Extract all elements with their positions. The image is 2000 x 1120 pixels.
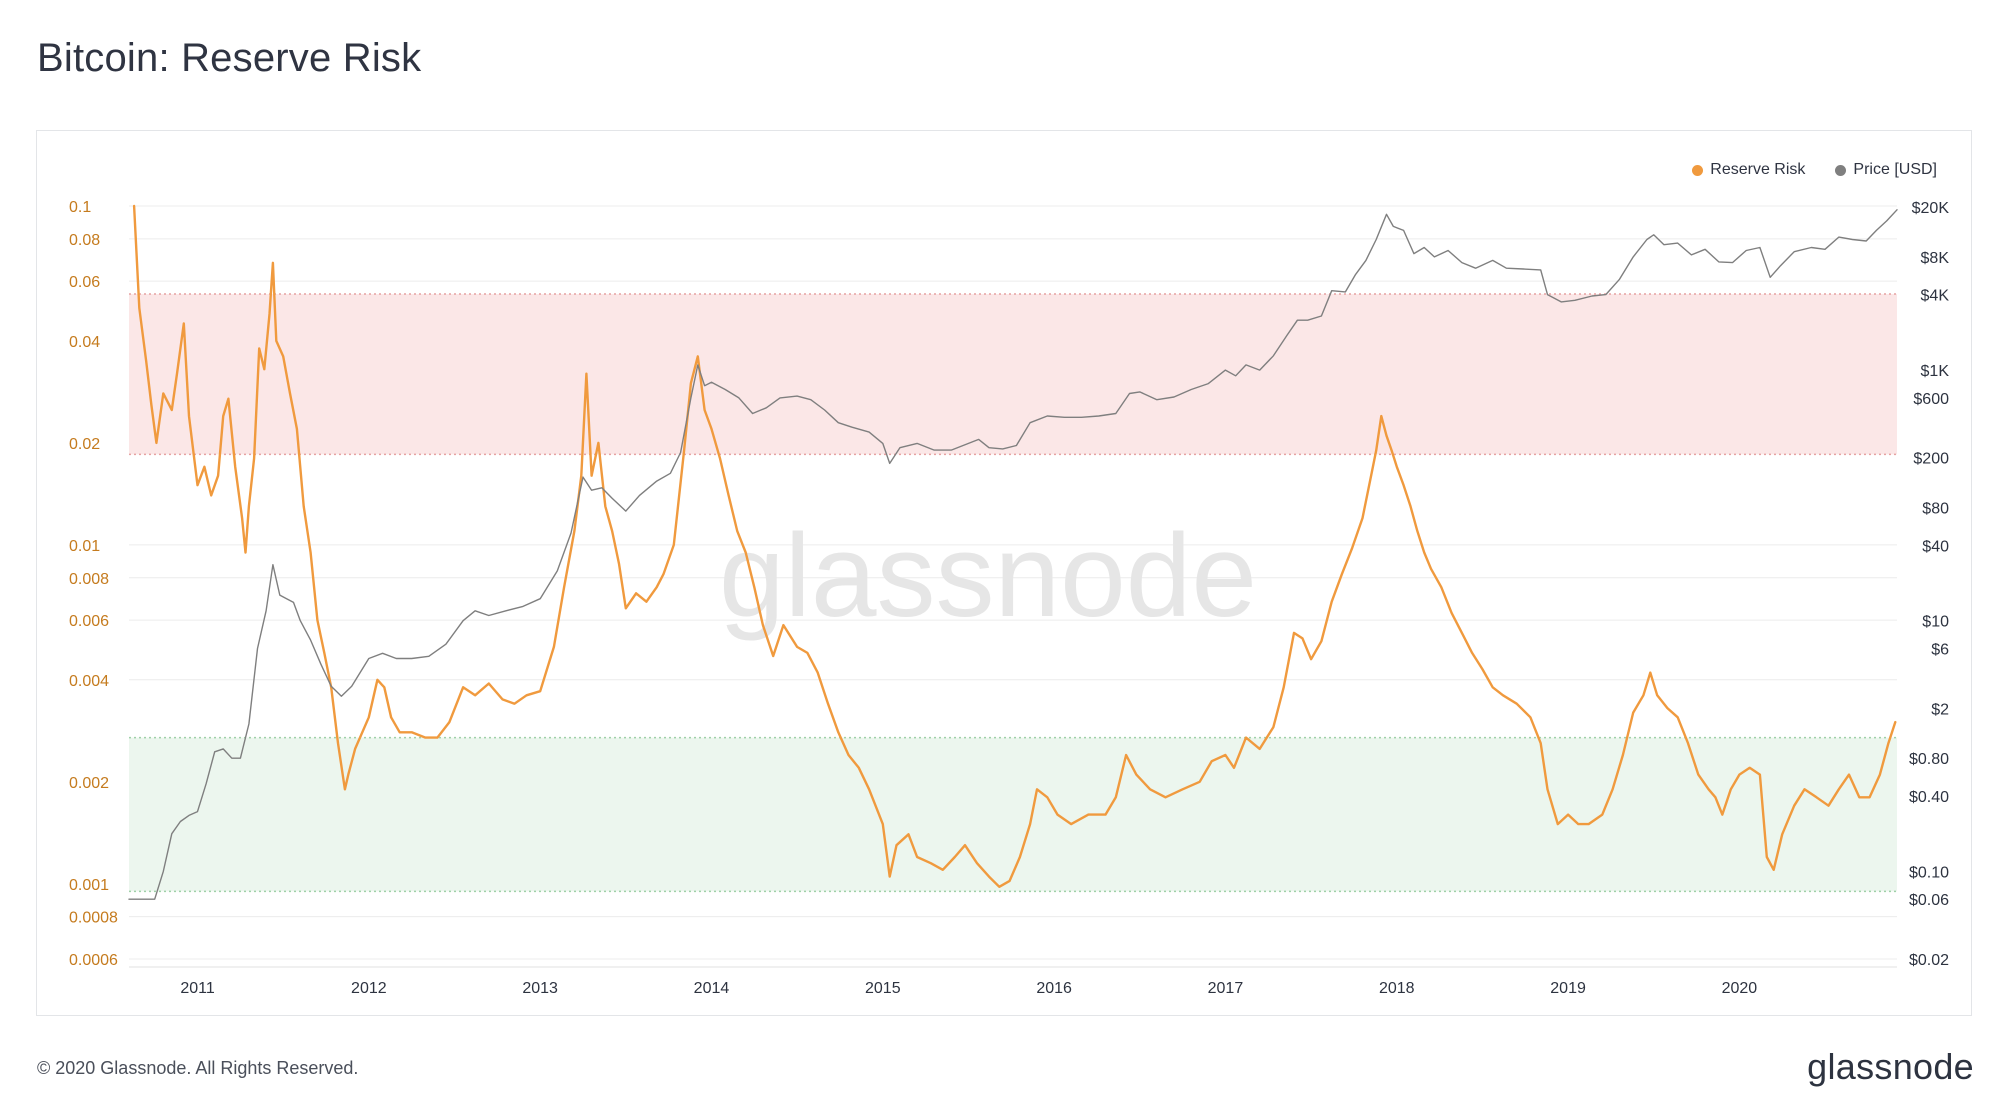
right-tick-label: $0.80: [1909, 751, 1949, 768]
right-tick-label: $8K: [1921, 250, 1950, 267]
page-title: Bitcoin: Reserve Risk: [37, 36, 422, 80]
right-tick-label: $0.02: [1909, 952, 1949, 969]
x-tick-label: 2018: [1379, 980, 1415, 997]
right-tick-label: $6: [1931, 642, 1949, 659]
watermark-text: glassnode: [719, 510, 1257, 642]
right-tick-label: $0.06: [1909, 892, 1949, 909]
left-tick-label: 0.02: [69, 436, 100, 453]
legend-dot-price: [1835, 164, 1847, 176]
left-tick-label: 0.001: [69, 877, 109, 894]
right-tick-label: $4K: [1921, 288, 1950, 305]
right-tick-label: $10: [1922, 614, 1949, 631]
legend-item-reserve-risk[interactable]: Reserve Risk: [1692, 161, 1805, 179]
left-tick-label: 0.1: [69, 199, 91, 216]
left-tick-label: 0.004: [69, 673, 109, 690]
right-tick-label: $0.40: [1909, 789, 1949, 806]
legend-label-reserve-risk: Reserve Risk: [1710, 161, 1806, 178]
right-tick-label: $1K: [1921, 363, 1950, 380]
x-tick-label: 2011: [180, 980, 215, 997]
x-tick-label: 2016: [1036, 980, 1072, 997]
right-tick-label: $2: [1931, 701, 1949, 718]
left-tick-label: 0.08: [69, 232, 100, 249]
right-tick-label: $0.10: [1909, 864, 1949, 881]
legend-label-price: Price [USD]: [1853, 161, 1937, 178]
chart-legend: Reserve Risk Price [USD]: [1692, 161, 1937, 179]
left-tick-label: 0.006: [69, 613, 109, 630]
left-tick-label: 0.008: [69, 571, 109, 588]
left-tick-label: 0.0006: [69, 952, 118, 969]
x-tick-label: 2019: [1550, 980, 1586, 997]
right-tick-label: $20K: [1912, 200, 1950, 217]
chart-panel: glassnode 2011 2012 2013 2014 2015 2016 2017 201…: [36, 130, 1972, 1016]
legend-item-price[interactable]: Price [USD]: [1835, 161, 1937, 179]
legend-dot-reserve-risk: [1692, 164, 1704, 176]
left-tick-label: 0.01: [69, 538, 100, 555]
glassnode-logo[interactable]: glassnode: [1807, 1046, 1974, 1087]
reserve-risk-chart[interactable]: glassnode 2011 2012 2013 2014 2015 2016 2017 201…: [37, 131, 1971, 1015]
x-tick-label: 2015: [865, 980, 901, 997]
x-tick-label: 2020: [1722, 980, 1758, 997]
x-tick-label: 2012: [351, 980, 387, 997]
x-tick-label: 2014: [694, 980, 730, 997]
price-line: [128, 209, 1898, 900]
high-risk-band: [129, 293, 1897, 455]
right-tick-label: $200: [1913, 451, 1949, 468]
right-tick-label: $40: [1922, 538, 1949, 555]
reserve-risk-line: [132, 204, 1897, 888]
copyright-text: © 2020 Glassnode. All Rights Reserved.: [37, 1058, 359, 1078]
left-tick-label: 0.06: [69, 274, 100, 291]
low-risk-band: [129, 737, 1897, 892]
left-tick-label: 0.002: [69, 775, 109, 792]
right-tick-label: $80: [1922, 501, 1949, 518]
left-tick-label: 0.0008: [69, 910, 118, 927]
right-tick-label: $600: [1913, 391, 1949, 408]
x-tick-label: 2013: [522, 980, 558, 997]
left-tick-label: 0.04: [69, 334, 100, 351]
x-tick-label: 2017: [1208, 980, 1244, 997]
